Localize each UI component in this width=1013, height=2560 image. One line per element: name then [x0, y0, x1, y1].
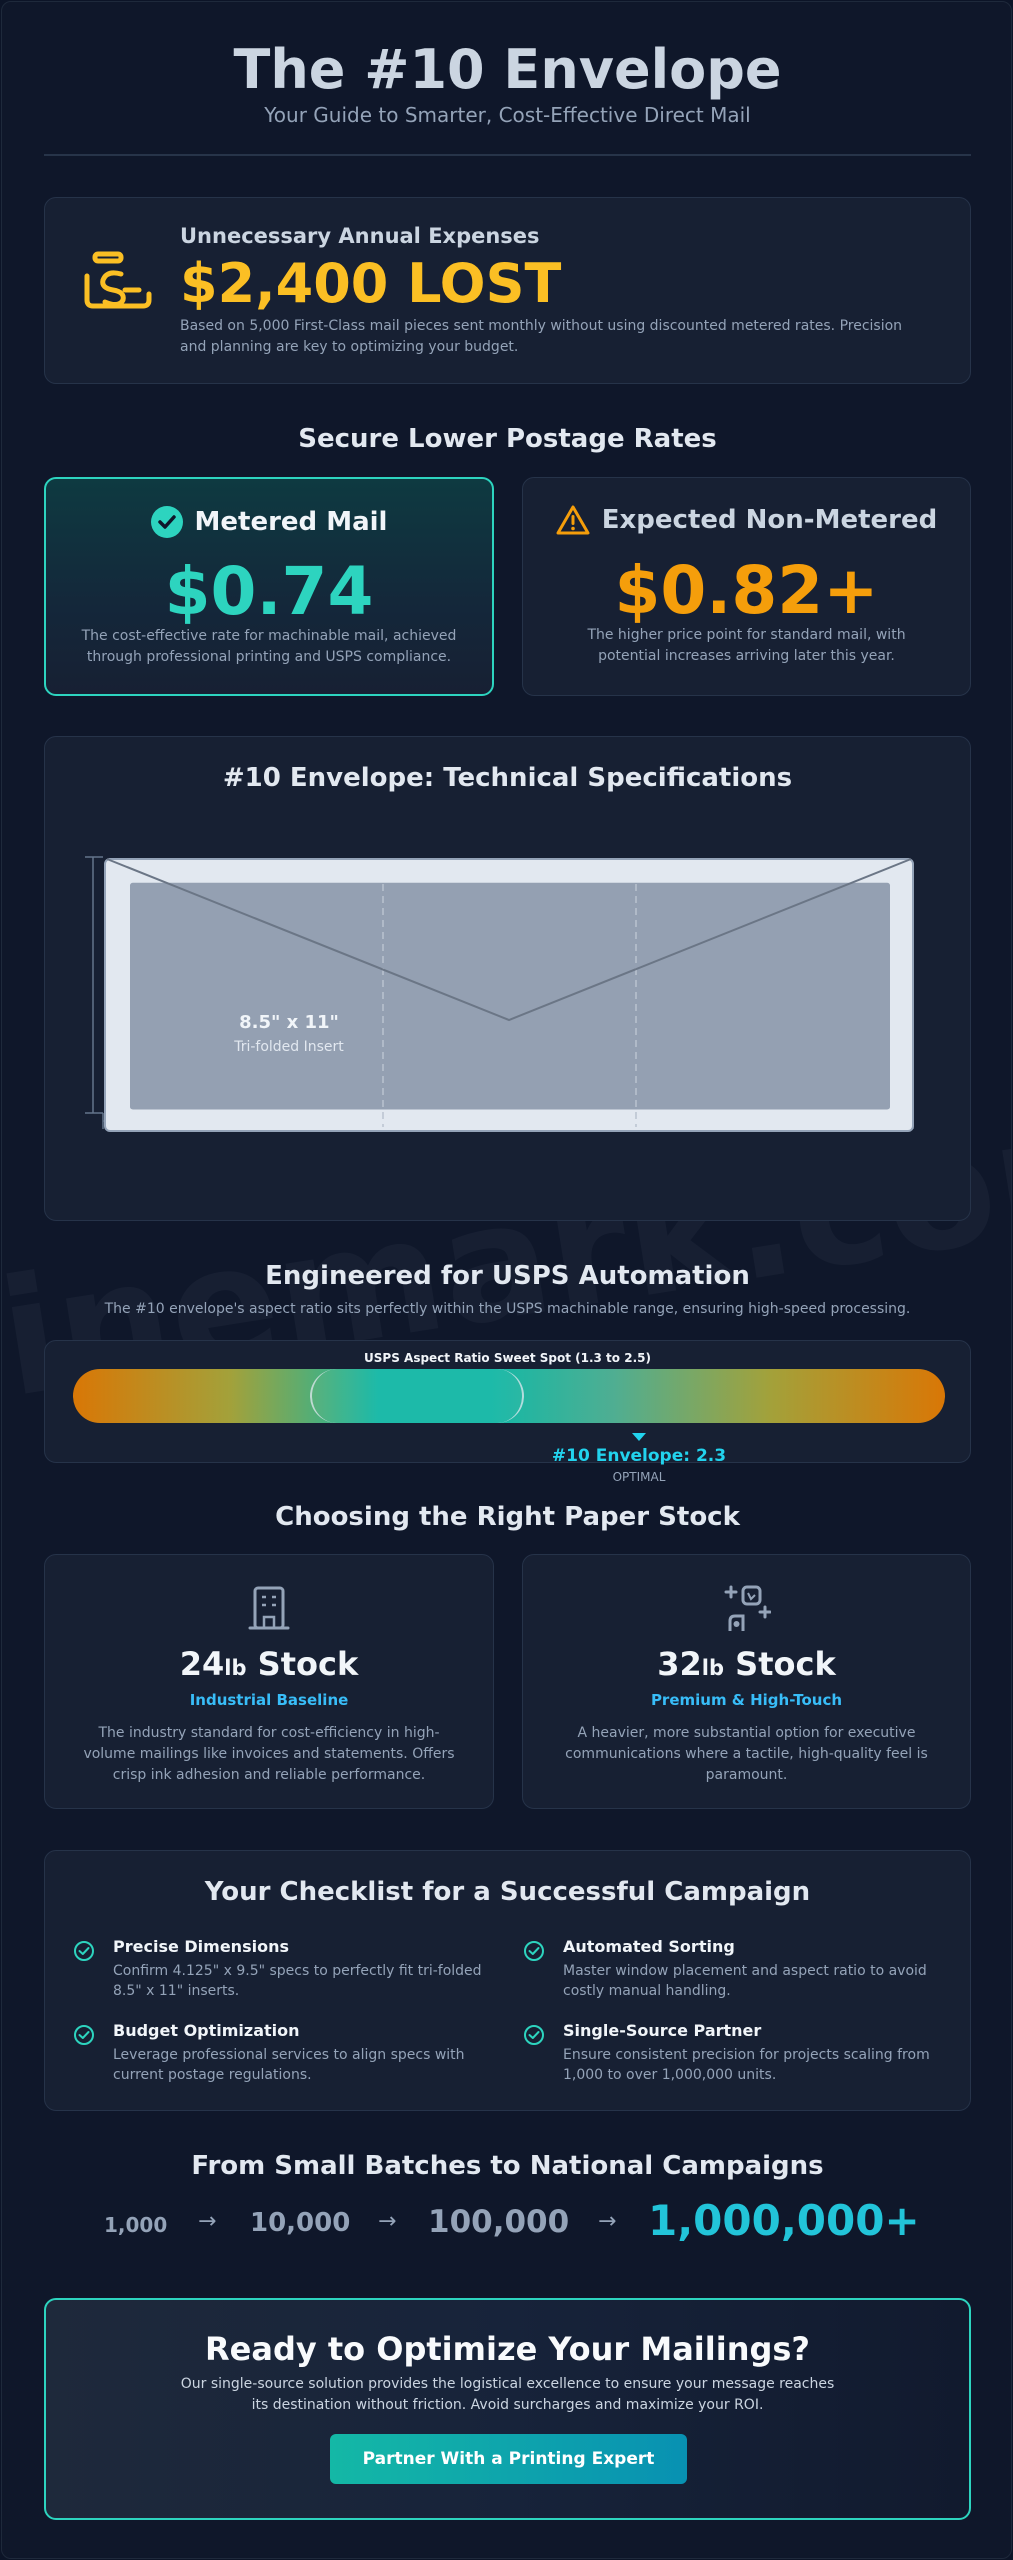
building-icon: [248, 1586, 290, 1630]
arrow-right-icon: →: [378, 2209, 397, 2234]
stock-weight: 24: [179, 1645, 225, 1683]
stock-suffix: Stock: [246, 1645, 359, 1683]
marker-pointer-icon: [632, 1433, 646, 1441]
checklist-item-description: Leverage professional services to align …: [113, 2047, 465, 2083]
check-circle-outline-icon: [74, 2025, 94, 2045]
automation-heading: Engineered for USPS Automation: [265, 1261, 750, 1291]
cta-heading: Ready to Optimize Your Mailings?: [205, 2330, 810, 2368]
checklist-item-title: Automated Sorting: [563, 1937, 735, 1956]
non-metered-title: Expected Non-Metered: [601, 505, 938, 535]
page-title: The #10 Envelope: [233, 38, 782, 101]
marker-value: #10 Envelope: 2.3: [551, 1446, 727, 1466]
stock-card-24: 24lb Stock Industrial Baseline The indus…: [44, 1554, 494, 1809]
warning-triangle-icon: [556, 505, 590, 535]
expenses-description: Based on 5,000 First-Class mail pieces s…: [180, 318, 903, 355]
metered-description: The cost-effective rate for machinable m…: [81, 628, 457, 665]
stock-heading: Choosing the Right Paper Stock: [275, 1502, 740, 1532]
stock-title-24: 24lb Stock: [45, 1645, 493, 1683]
metered-card: Metered Mail $0.74 The cost-effective ra…: [44, 477, 494, 696]
non-metered-description: The higher price point for standard mail…: [587, 627, 906, 664]
stock-tag-32: Premium & High-Touch: [650, 1691, 843, 1709]
check-circle-outline-icon: [524, 2025, 544, 2045]
insert-caption: Tri-folded Insert: [234, 1039, 344, 1055]
metered-value: $0.74: [164, 553, 374, 630]
expenses-card: Unnecessary Annual Expenses $2,400 LOST …: [44, 197, 971, 384]
insert-sheet: [130, 882, 890, 1110]
stock-unit: lb: [224, 1656, 247, 1680]
envelope-diagram: [85, 856, 914, 1132]
rates-heading: Secure Lower Postage Rates: [298, 424, 717, 454]
specs-heading: #10 Envelope: Technical Specifications: [222, 763, 793, 793]
aspect-ratio-card: USPS Aspect Ratio Sweet Spot (1.3 to 2.5…: [44, 1340, 971, 1463]
metered-title: Metered Mail: [194, 507, 388, 537]
non-metered-card: Expected Non-Metered $0.82+ The higher p…: [522, 477, 971, 696]
height-dimension-line: [85, 856, 103, 1114]
money-hand-icon: [84, 251, 152, 309]
cta-description-line2: its destination without friction. Avoid …: [251, 2397, 764, 2413]
scale-step-1000: 1,000: [104, 2213, 168, 2237]
checklist-item-description: Confirm 4.125" x 9.5" specs to perfectly…: [113, 1963, 482, 1999]
automation-subheading: The #10 envelope's aspect ratio sits per…: [104, 1301, 911, 1317]
specs-card: #10 Envelope: Technical Specifications 8…: [44, 736, 971, 1221]
checklist-item-title: Precise Dimensions: [113, 1937, 289, 1956]
scale-heading: From Small Batches to National Campaigns: [191, 2151, 824, 2181]
header-divider: [44, 154, 971, 156]
checklist-heading: Your Checklist for a Successful Campaign: [204, 1877, 811, 1907]
page-subtitle: Your Guide to Smarter, Cost-Effective Di…: [264, 103, 751, 127]
stock-description-32: A heavier, more substantial option for e…: [565, 1725, 928, 1783]
stock-card-32: 32lb Stock Premium & High-Touch A heavie…: [522, 1554, 971, 1809]
arrow-right-icon: →: [198, 2209, 217, 2234]
envelope-flap: [106, 858, 912, 1022]
checklist-item-description: Ensure consistent precision for projects…: [563, 2047, 930, 2083]
stock-unit: lb: [701, 1656, 725, 1680]
insert-size-label: 8.5" x 11": [239, 1012, 339, 1033]
expenses-label: Unnecessary Annual Expenses: [180, 224, 540, 248]
checklist-card: Your Checklist for a Successful Campaign…: [44, 1850, 971, 2111]
partner-button[interactable]: Partner With a Printing Expert: [330, 2434, 687, 2484]
sweet-spot-highlight: [310, 1369, 524, 1423]
stock-suffix: Stock: [724, 1645, 836, 1683]
aspect-ratio-bar-label: USPS Aspect Ratio Sweet Spot (1.3 to 2.5…: [364, 1351, 651, 1365]
stock-weight: 32: [657, 1645, 702, 1683]
scale-step-100000: 100,000: [428, 2204, 570, 2240]
cta-description-line1: Our single-source solution provides the …: [180, 2376, 835, 2392]
stock-description-24: The industry standard for cost-efficienc…: [83, 1725, 455, 1783]
arrow-right-icon: →: [598, 2209, 617, 2234]
check-circle-outline-icon: [74, 1941, 94, 1961]
checklist-item-description: Master window placement and aspect ratio…: [563, 1963, 927, 1999]
checklist-item-title: Single-Source Partner: [563, 2021, 762, 2040]
cta-card: Ready to Optimize Your Mailings? Our sin…: [44, 2298, 971, 2520]
scale-step-10000: 10,000: [250, 2208, 351, 2238]
check-circle-outline-icon: [524, 1941, 544, 1961]
scale-step-1000000: 1,000,000+: [648, 2196, 920, 2245]
expenses-value: $2,400 LOST: [180, 252, 562, 315]
checklist-item-title: Budget Optimization: [113, 2021, 300, 2040]
marker-label: OPTIMAL: [612, 1470, 666, 1484]
sparkle-shapes-icon: [724, 1585, 771, 1631]
non-metered-value: $0.82+: [614, 552, 879, 629]
stock-tag-24: Industrial Baseline: [189, 1691, 349, 1709]
stock-title-32: 32lb Stock: [523, 1645, 970, 1683]
check-circle-icon: [150, 506, 183, 538]
